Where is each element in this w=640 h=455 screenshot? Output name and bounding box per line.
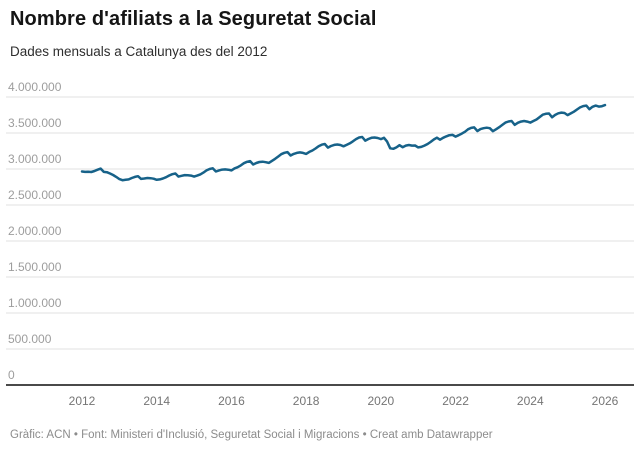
series-line[interactable] — [80, 103, 607, 182]
x-tick-label: 2026 — [592, 394, 619, 408]
y-tick-label: 1.000.000 — [8, 296, 62, 310]
chart-footer-credit: Gràfic: ACN • Font: Ministeri d'Inclusió… — [10, 429, 493, 441]
x-tick-label: 2018 — [293, 394, 320, 408]
y-tick-label: 4.000.000 — [8, 80, 62, 94]
x-tick-label: 2016 — [218, 394, 245, 408]
x-tick-label: 2014 — [143, 394, 170, 408]
x-tick-label: 2020 — [368, 394, 395, 408]
chart-title: Nombre d'afiliats a la Seguretat Social — [10, 8, 377, 30]
x-tick-label: 2022 — [442, 394, 469, 408]
chart-subtitle: Dades mensuals a Catalunya des del 2012 — [10, 44, 268, 59]
y-tick-label: 3.500.000 — [8, 116, 62, 130]
y-tick-label: 1.500.000 — [8, 260, 62, 274]
y-tick-label: 2.500.000 — [8, 188, 62, 202]
x-tick-label: 2024 — [517, 394, 544, 408]
y-tick-label: 2.000.000 — [8, 224, 62, 238]
y-tick-label: 0 — [8, 368, 15, 382]
y-tick-label: 3.000.000 — [8, 152, 62, 166]
y-tick-label: 500.000 — [8, 332, 52, 346]
x-tick-label: 2012 — [69, 394, 96, 408]
